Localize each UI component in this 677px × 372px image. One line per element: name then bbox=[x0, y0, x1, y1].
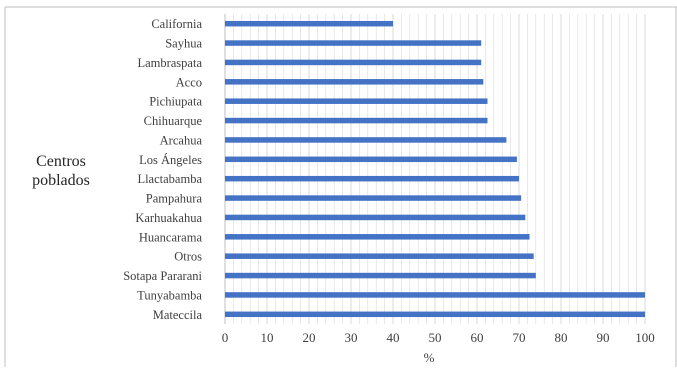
y-axis-title-line: poblados bbox=[32, 172, 90, 189]
bar bbox=[225, 98, 488, 104]
x-axis-title: % bbox=[424, 350, 435, 365]
x-tick-label: 0 bbox=[222, 330, 229, 345]
grid-lines bbox=[233, 14, 646, 324]
bar bbox=[225, 234, 530, 240]
category-label: Sotapa Pararani bbox=[123, 269, 202, 283]
bar bbox=[225, 137, 507, 143]
category-label: Otros bbox=[174, 250, 202, 264]
bar bbox=[225, 79, 484, 85]
x-tick-label: 10 bbox=[261, 330, 274, 345]
category-label: Pichiupata bbox=[149, 95, 202, 109]
x-tick-label: 90 bbox=[597, 330, 610, 345]
x-tick-labels: 0 10 20 30 40 50 60 70 80 90 100 bbox=[222, 330, 655, 345]
category-labels: California Sayhua Lambraspata Acco Pichiupat… bbox=[123, 17, 202, 322]
bar bbox=[225, 292, 645, 298]
x-tick-label: 50 bbox=[429, 330, 442, 345]
x-tick-label: 40 bbox=[387, 330, 400, 345]
category-label: Sayhua bbox=[165, 37, 202, 51]
category-label: Pampahura bbox=[146, 192, 203, 206]
category-label: Tunyabamba bbox=[137, 288, 202, 302]
bar bbox=[225, 311, 645, 318]
x-tick-label: 100 bbox=[635, 330, 655, 345]
bar bbox=[225, 272, 536, 279]
category-label: Llactabamba bbox=[137, 172, 202, 186]
x-tick-label: 60 bbox=[471, 330, 484, 345]
bars bbox=[225, 20, 645, 318]
x-tick-label: 80 bbox=[555, 330, 568, 345]
category-label: Acco bbox=[176, 75, 202, 89]
category-label: Chihuarque bbox=[144, 114, 203, 128]
category-label: Arcahua bbox=[160, 133, 203, 147]
y-axis-title-line: Centros bbox=[36, 153, 86, 170]
category-label: Lambraspata bbox=[137, 56, 202, 70]
axes bbox=[4, 6, 677, 367]
category-label: Huancarama bbox=[139, 230, 203, 244]
x-tick-label: 70 bbox=[513, 330, 526, 345]
bar bbox=[225, 20, 393, 27]
bar bbox=[225, 59, 482, 66]
bar bbox=[225, 175, 519, 182]
bar bbox=[225, 214, 526, 221]
bar bbox=[225, 117, 488, 124]
y-axis-title: Centros poblados bbox=[32, 153, 90, 189]
category-label: California bbox=[151, 17, 202, 31]
x-tick-label: 30 bbox=[345, 330, 358, 345]
bar bbox=[225, 195, 522, 201]
bar bbox=[225, 40, 482, 46]
x-tick-label: 20 bbox=[303, 330, 316, 345]
bar bbox=[225, 156, 517, 163]
bar bbox=[225, 253, 534, 259]
category-label: Los Ángeles bbox=[139, 153, 202, 167]
category-label: Karhuakahua bbox=[135, 211, 202, 225]
category-label: Mateccila bbox=[153, 308, 203, 322]
